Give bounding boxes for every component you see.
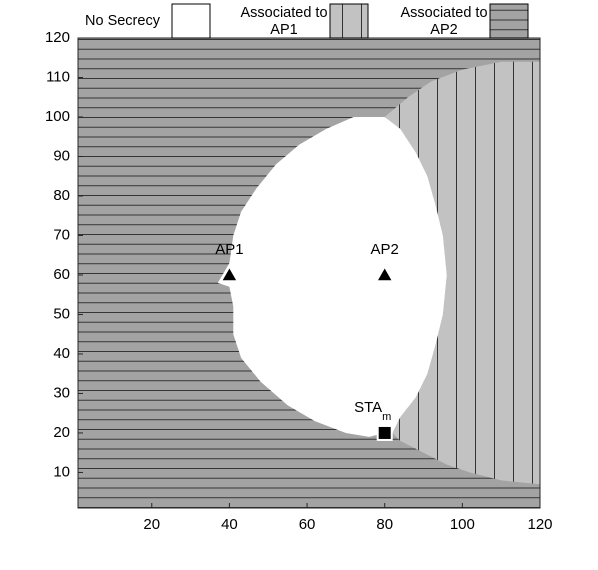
y-tick-label: 100 bbox=[45, 108, 70, 125]
x-tick-label: 40 bbox=[221, 516, 238, 533]
legend-swatch bbox=[329, 3, 369, 39]
y-tick-label: 90 bbox=[53, 147, 70, 164]
plot-area bbox=[78, 38, 540, 508]
axes-box bbox=[77, 37, 541, 509]
point-label: AP2 bbox=[371, 241, 399, 258]
y-tick-label: 30 bbox=[53, 384, 70, 401]
x-tick-label: 20 bbox=[143, 516, 160, 533]
x-tick-label: 60 bbox=[299, 516, 316, 533]
y-tick-label: 110 bbox=[46, 68, 70, 85]
x-tick-label: 120 bbox=[527, 516, 552, 533]
legend-swatch bbox=[171, 3, 211, 39]
marker bbox=[376, 424, 393, 441]
point-label: AP1 bbox=[215, 241, 243, 258]
y-tick-label: 80 bbox=[53, 187, 70, 204]
region bbox=[384, 61, 540, 485]
y-tick-label: 20 bbox=[53, 424, 70, 441]
region bbox=[217, 117, 447, 437]
point-label-text: AP2 bbox=[371, 241, 399, 258]
x-tick-label: 80 bbox=[376, 516, 393, 533]
y-tick-label: 10 bbox=[53, 463, 70, 480]
marker bbox=[220, 265, 239, 282]
y-tick-label: 70 bbox=[53, 226, 70, 243]
point-label-subscript: m bbox=[382, 411, 391, 423]
legend-swatch bbox=[489, 3, 529, 39]
y-tick-label: 50 bbox=[53, 305, 70, 322]
point-label: STAm bbox=[354, 399, 391, 423]
y-tick-label: 40 bbox=[53, 345, 70, 362]
point-label-text: AP1 bbox=[215, 241, 243, 258]
y-tick-label: 120 bbox=[45, 29, 70, 46]
legend-label: Associated to AP1 bbox=[240, 5, 328, 38]
x-tick-label: 100 bbox=[450, 516, 475, 533]
marker bbox=[375, 265, 394, 282]
point-label-text: STA bbox=[354, 399, 382, 416]
y-tick-label: 60 bbox=[53, 266, 70, 283]
legend-label: No Secrecy bbox=[85, 13, 160, 29]
legend-label: Associated to AP2 bbox=[400, 5, 488, 38]
